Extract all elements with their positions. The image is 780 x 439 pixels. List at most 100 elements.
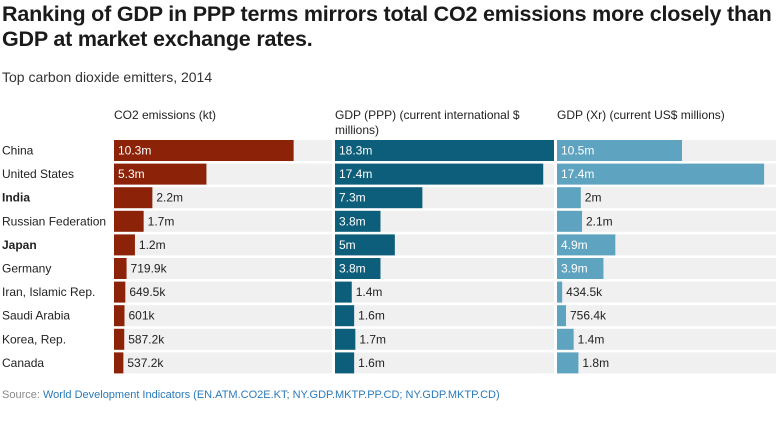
data-label-canada-series-3: 1.8m [582,356,609,370]
bar-russian-federation-series-2 [335,210,381,232]
data-label-korea-rep-series-1: 587.2k [128,332,165,346]
bar-track [557,187,776,209]
data-label-germany-series-1: 719.9k [131,262,168,276]
bar-track [114,210,332,232]
column-header-co2: CO2 emissions (kt) [114,108,217,122]
bar-track [335,328,554,350]
bar-iran-islamic-rep-series-1 [114,281,126,303]
bar-germany-series-2 [335,258,381,279]
bar-track [335,210,554,232]
data-label-united-states-series-2: 17.4m [339,167,372,181]
data-label-india-series-2: 7.3m [339,191,366,205]
data-label-saudi-arabia-series-3: 756.4k [570,309,607,323]
bar-track [335,281,554,303]
category-label-united-states: United States [2,167,74,181]
data-label-russian-federation-series-1: 1.7m [148,214,175,228]
category-label-japan: Japan [2,238,37,252]
data-label-canada-series-1: 537.2k [127,356,164,370]
category-label-russian-federation: Russian Federation [2,214,106,228]
bar-korea-rep-series-3 [557,328,574,350]
data-label-china-series-2: 18.3m [339,144,372,158]
bar-track [557,258,776,279]
bar-iran-islamic-rep-series-2 [335,281,352,303]
data-label-japan-series-2: 5m [339,238,356,252]
bar-germany-series-1 [114,258,127,279]
data-label-germany-series-3: 3.9m [561,262,588,276]
data-label-china-series-3: 10.5m [561,144,594,158]
bar-saudi-arabia-series-3 [557,305,567,327]
bar-korea-rep-series-2 [335,328,356,350]
bar-track [114,258,332,279]
data-label-saudi-arabia-series-2: 1.6m [358,309,385,323]
bar-track [114,328,332,350]
data-label-japan-series-3: 4.9m [561,238,588,252]
bar-track [114,234,332,256]
bar-united-states-series-3 [557,163,765,185]
bar-track [335,305,554,327]
category-label-china: China [2,144,34,158]
data-label-united-states-series-3: 17.4m [561,167,594,181]
bar-canada-series-2 [335,352,355,374]
bar-japan-series-1 [114,234,135,256]
category-label-india: India [2,191,30,205]
bar-track [557,281,776,303]
bar-track [557,210,776,232]
data-label-russian-federation-series-2: 3.8m [339,214,366,228]
bar-track [114,305,332,327]
bar-india-series-3 [557,187,581,209]
data-label-korea-rep-series-2: 1.7m [359,332,386,346]
data-label-india-series-3: 2m [585,191,602,205]
data-label-iran-islamic-rep-series-2: 1.4m [356,285,383,299]
category-label-korea-rep: Korea, Rep. [2,332,66,346]
data-label-iran-islamic-rep-series-1: 649.5k [129,285,166,299]
bar-track [114,352,332,374]
bar-japan-series-3 [557,234,616,256]
bar-japan-series-2 [335,234,395,256]
data-label-united-states-series-1: 5.3m [118,167,145,181]
bar-iran-islamic-rep-series-3 [557,281,563,303]
bar-russian-federation-series-1 [114,210,144,232]
data-label-russian-federation-series-3: 2.1m [586,214,613,228]
bar-india-series-2 [335,187,423,209]
data-label-japan-series-1: 1.2m [139,238,166,252]
data-label-korea-rep-series-3: 1.4m [578,332,605,346]
data-label-iran-islamic-rep-series-3: 434.5k [566,285,603,299]
source-note: Source: World Development Indicators (EN… [2,389,500,401]
bar-track [335,258,554,279]
category-label-saudi-arabia: Saudi Arabia [2,309,70,323]
bar-canada-series-1 [114,352,124,374]
bar-china-series-3 [557,140,682,161]
source-label: Source: [2,389,40,401]
chart-title: Ranking of GDP in PPP terms mirrors tota… [2,2,772,51]
data-label-india-series-1: 2.2m [156,191,183,205]
bar-russian-federation-series-3 [557,210,582,232]
data-label-canada-series-2: 1.6m [358,356,385,370]
data-label-saudi-arabia-series-1: 601k [128,309,155,323]
bar-korea-rep-series-1 [114,328,125,350]
bar-track [557,305,776,327]
bar-germany-series-3 [557,258,604,279]
bar-track [114,187,332,209]
chart-subtitle: Top carbon dioxide emitters, 2014 [2,69,213,85]
category-label-germany: Germany [2,262,51,276]
bar-india-series-1 [114,187,153,209]
bar-china-series-2 [335,140,554,161]
data-label-china-series-1: 10.3m [118,144,151,158]
bar-canada-series-3 [557,352,579,374]
column-header-gdp-xr: GDP (Xr) (current US$ millions) [557,108,725,122]
source-link[interactable]: World Development Indicators (EN.ATM.CO2… [42,389,500,401]
bar-china-series-1 [114,140,294,161]
data-label-germany-series-2: 3.8m [339,262,366,276]
category-label-canada: Canada [2,356,44,370]
bar-saudi-arabia-series-1 [114,305,125,327]
bar-track [557,328,776,350]
bar-track [114,281,332,303]
category-label-iran-islamic-rep: Iran, Islamic Rep. [2,285,95,299]
bar-united-states-series-2 [335,163,544,185]
bar-track [557,352,776,374]
bar-saudi-arabia-series-2 [335,305,355,327]
bar-track [335,352,554,374]
bar-united-states-series-1 [114,163,207,185]
column-header-gdp-ppp: GDP (PPP) (current international $ milli… [335,108,520,137]
